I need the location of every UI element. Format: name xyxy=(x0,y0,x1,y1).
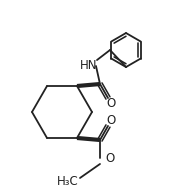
Text: O: O xyxy=(106,114,116,127)
Text: HN: HN xyxy=(80,58,98,71)
Text: H₃C: H₃C xyxy=(57,176,79,189)
Text: O: O xyxy=(106,96,116,109)
Text: O: O xyxy=(105,152,114,165)
